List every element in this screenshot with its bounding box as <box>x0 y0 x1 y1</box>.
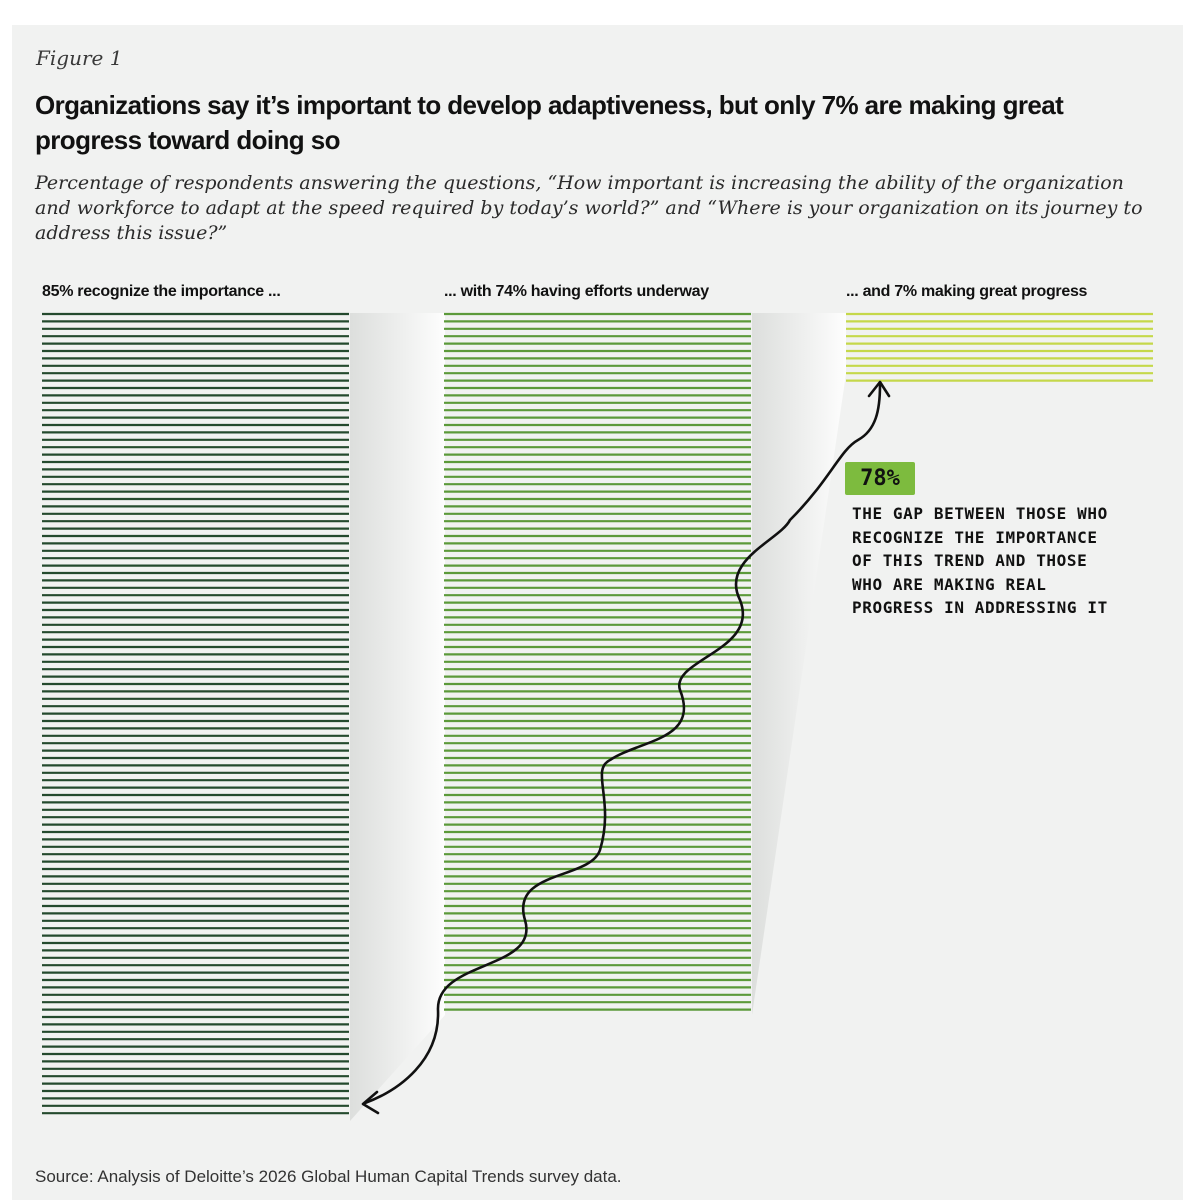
bar-group <box>42 312 1153 1115</box>
category-label-underway: ... with 74% having efforts underway <box>444 283 709 300</box>
gap-arrow <box>363 383 882 1105</box>
chart-title: Organizations say it’s important to deve… <box>35 90 1064 155</box>
gap-annotation-text: THE GAP BETWEEN THOSE WHO RECOGNIZE THE … <box>852 504 1108 617</box>
arrowhead-bottom <box>361 1090 380 1115</box>
category-label-progress: ... and 7% making great progress <box>846 283 1088 300</box>
chart-subtitle: Percentage of respondents answering the … <box>35 172 1143 244</box>
gap-shadow-1 <box>350 313 445 1121</box>
figure-panel <box>12 25 1183 1200</box>
gap-percent-badge: 78% <box>845 462 915 495</box>
gap-shadow-2 <box>752 313 846 1015</box>
bar-2 <box>444 312 751 1011</box>
arrowhead-top <box>867 380 891 398</box>
bar-1 <box>42 312 349 1115</box>
category-label-recognize: 85% recognize the importance ... <box>42 283 281 300</box>
source-note: Source: Analysis of Deloitte’s 2026 Glob… <box>35 1167 622 1186</box>
figure-label: Figure 1 <box>36 46 123 70</box>
bar-3 <box>846 312 1153 382</box>
